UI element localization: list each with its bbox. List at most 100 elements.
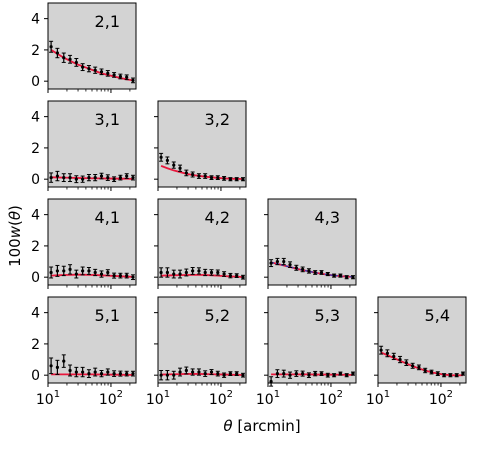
data-point [125,75,129,79]
x-tick-label: 102 [99,389,123,408]
x-tick-label-exponent: 1 [274,389,280,400]
data-point [326,272,330,276]
data-point [404,361,408,365]
y-tick-label: 0 [31,74,40,90]
y-tick-label: 4 [31,208,40,224]
data-point [398,357,402,362]
data-point [332,373,336,377]
data-point [49,270,53,275]
data-point [319,372,324,376]
data-point [197,269,201,273]
data-point [68,267,72,271]
x-tick-label-exponent: 2 [117,389,123,400]
data-point [275,372,279,376]
panel-background [48,3,136,89]
data-point [118,274,123,278]
data-point [93,270,97,275]
panel-label: 2,1 [95,12,120,31]
data-point [197,370,201,374]
data-point [345,275,349,279]
data-point [203,270,207,275]
data-point [379,348,383,352]
data-point [87,176,91,180]
data-point [301,267,305,271]
panel-4-2: 4,2 [154,198,247,289]
data-point [99,70,104,74]
data-point [282,259,286,264]
y-axis-title-open-paren: ( [6,220,24,226]
data-point [191,370,195,374]
panel-4-3: 4,3 [264,198,357,289]
data-point [81,370,85,374]
data-point [131,78,135,82]
data-point [62,269,66,273]
data-point [99,272,104,276]
x-tick-label-base: 10 [36,392,54,408]
data-point [87,67,91,71]
data-point [81,65,85,69]
data-point [235,274,239,278]
x-tick-label: 101 [366,389,390,408]
data-point [106,270,110,275]
data-point [93,176,97,180]
x-tick-label: 101 [256,389,280,408]
data-point [55,51,59,55]
data-point [455,373,459,377]
y-tick-label: 2 [31,141,40,157]
x-tick-label: 102 [319,389,343,408]
x-tick-label-exponent: 2 [227,389,233,400]
data-point [203,174,207,178]
y-tick-label: 4 [31,110,40,126]
data-point [55,365,59,369]
x-tick-label-base: 10 [256,392,274,408]
data-point [191,172,195,177]
data-point [241,373,245,377]
data-point [74,177,78,181]
y-tick-label: 2 [31,43,40,59]
y-axis-title-theta: θ [6,211,24,220]
data-point [417,365,421,369]
data-point [49,176,53,180]
y-tick-label: 4 [31,306,40,322]
panel-label: 3,2 [205,110,230,129]
data-point [294,266,298,270]
data-point [385,351,389,355]
panel-background [268,199,356,285]
data-point [62,359,66,363]
data-point [172,272,176,276]
data-point [68,176,72,180]
data-point [49,45,53,49]
data-point [106,370,110,374]
panel-3-2: 3,2 [154,100,247,191]
y-tick-label: 2 [31,239,40,255]
data-point [68,368,72,373]
panel-label: 3,1 [95,110,120,129]
data-point [178,272,182,276]
data-point [191,269,195,273]
data-point [99,372,104,376]
data-point [228,274,233,278]
x-tick-label-base: 10 [146,392,164,408]
data-point [165,158,169,163]
data-point [172,163,176,167]
data-point [228,372,233,376]
x-tick-label: 101 [36,389,60,408]
data-point [313,270,317,275]
data-point [307,269,311,273]
panel-background [48,199,136,285]
data-point [131,275,135,279]
panel-background [48,297,136,383]
data-point [172,373,176,377]
data-point [222,272,226,276]
data-point [159,155,163,159]
x-tick-label-base: 10 [209,392,227,408]
data-point [313,372,317,376]
data-point [423,368,427,373]
panel-background [158,199,246,285]
